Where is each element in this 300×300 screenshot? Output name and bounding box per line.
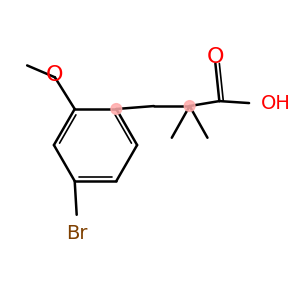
Text: O: O [46, 65, 64, 85]
Circle shape [111, 103, 122, 114]
Text: O: O [207, 46, 224, 67]
Text: OH: OH [261, 94, 291, 112]
Circle shape [184, 100, 195, 111]
Text: Br: Br [66, 224, 87, 243]
